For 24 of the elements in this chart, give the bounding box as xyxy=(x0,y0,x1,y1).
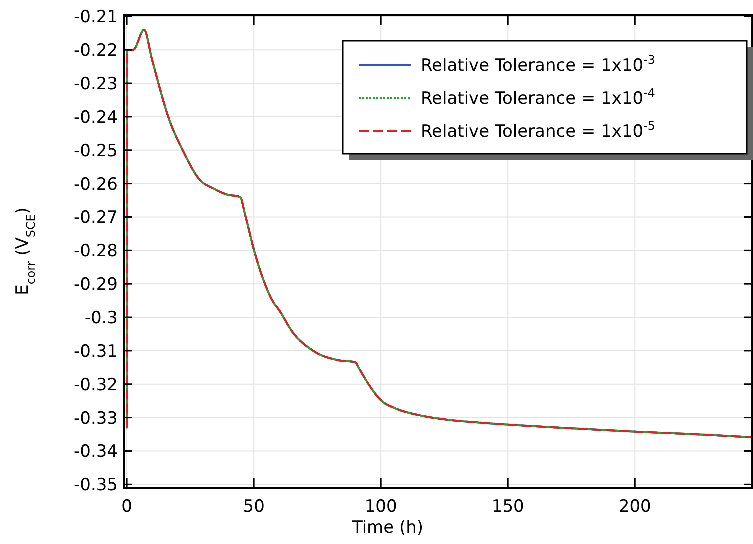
x-tick-label: 150 xyxy=(492,497,524,517)
y-tick-label: -0.22 xyxy=(74,41,118,62)
x-tick-label: 200 xyxy=(618,497,652,517)
legend-label: Relative Tolerance = 1x10$^{-4}$ xyxy=(421,86,656,109)
y-tick-label: -0.31 xyxy=(74,342,118,362)
x-axis-title: Time (h) xyxy=(351,518,424,538)
y-tick-label: -0.3 xyxy=(84,308,118,328)
y-tick-label: -0.23 xyxy=(74,74,118,94)
y-tick-label: -0.35 xyxy=(74,476,118,496)
y-tick-label: -0.29 xyxy=(74,275,118,296)
y-tick-label: -0.25 xyxy=(74,141,118,162)
y-tick-label: -0.26 xyxy=(74,174,118,195)
x-tick-label: 0 xyxy=(122,497,132,517)
legend-label: Relative Tolerance = 1x10$^{-3}$ xyxy=(421,52,656,76)
y-tick-label: -0.32 xyxy=(74,375,118,396)
y-tick-label: -0.28 xyxy=(74,242,118,262)
x-tick-label: 100 xyxy=(364,497,398,517)
y-tick-label: -0.21 xyxy=(74,8,118,28)
x-tick-label: 50 xyxy=(243,497,265,517)
legend-label: Relative Tolerance = 1x10$^{-5}$ xyxy=(421,118,656,142)
y-tick-label: -0.24 xyxy=(74,108,118,128)
y-tick-label: -0.33 xyxy=(74,408,118,429)
y-tick-label: -0.34 xyxy=(74,442,118,462)
y-tick-label: -0.27 xyxy=(74,208,118,228)
